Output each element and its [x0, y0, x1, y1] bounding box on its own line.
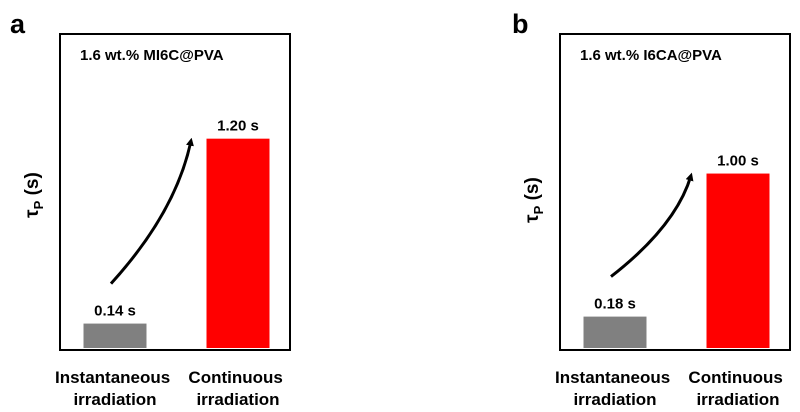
- value-label-a-2: 1.20 s: [217, 118, 259, 135]
- y-axis-label-a: τP (s): [22, 172, 46, 218]
- panel-title-a: 1.6 wt.% MI6C@PVA: [80, 47, 224, 64]
- bar-a-2: [206, 138, 270, 348]
- panel-title-b: 1.6 wt.% I6CA@PVA: [580, 47, 722, 64]
- bar-b-1: [583, 316, 647, 348]
- value-label-b-1: 0.18 s: [594, 296, 636, 313]
- panel-letter-a: a: [10, 9, 26, 39]
- panel-a: a τP (s) 1.6 wt.% MI6C@PVA 0.14 s1.20 s …: [10, 9, 291, 409]
- category-label-a-1: Instantaneous irradiation: [55, 368, 175, 409]
- category-label-a-2: Continuous irradiation: [188, 368, 287, 409]
- trend-arrow-b: [610, 172, 694, 278]
- value-label-a-1: 0.14 s: [94, 303, 136, 320]
- plot-frame-b: [559, 33, 791, 351]
- y-axis-label-b: τP (s): [522, 177, 546, 223]
- bars-a: 0.14 s 1.20 s: [83, 118, 270, 348]
- trend-arrow-a: [109, 137, 194, 285]
- panel-b: b τP (s) 1.6 wt.% I6CA@PVA 0.18 s1.00 s …: [512, 9, 791, 409]
- plot-frame-a: [59, 33, 291, 351]
- category-label-b-1: Instantaneous irradiation: [555, 368, 675, 409]
- value-label-b-2: 1.00 s: [717, 153, 759, 170]
- bar-a-1: [83, 323, 147, 348]
- bar-b-2: [706, 173, 770, 348]
- category-label-b-2: Continuous irradiation: [688, 368, 787, 409]
- bars-b: 0.18 s 1.00 s: [583, 153, 770, 348]
- panel-letter-b: b: [512, 9, 529, 39]
